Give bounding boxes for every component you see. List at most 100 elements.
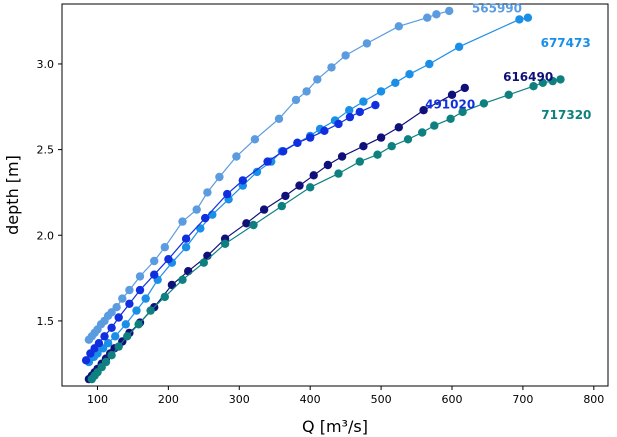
y-axis-label: depth [m] <box>3 155 22 235</box>
data-point <box>192 205 201 214</box>
data-point <box>425 59 434 69</box>
x-tick-label: 800 <box>583 393 604 406</box>
data-point <box>203 188 212 197</box>
data-point <box>394 22 403 31</box>
series-565990 <box>84 6 454 344</box>
series-491020 <box>81 100 380 365</box>
data-point <box>107 323 116 332</box>
data-point <box>114 313 123 322</box>
data-point <box>199 258 208 267</box>
data-point <box>345 112 355 122</box>
data-point <box>460 83 469 93</box>
data-point <box>141 294 150 303</box>
data-point <box>101 357 111 367</box>
series-line <box>88 87 466 380</box>
data-point <box>135 285 145 295</box>
data-point <box>111 332 120 341</box>
data-point <box>337 152 347 161</box>
data-point <box>249 220 258 230</box>
series-label: 616490 <box>503 70 553 84</box>
data-point <box>103 339 113 348</box>
data-point <box>419 106 428 115</box>
data-point <box>121 320 130 329</box>
data-point <box>123 332 132 341</box>
data-point <box>134 320 143 329</box>
data-point <box>263 157 272 166</box>
x-tick-label: 400 <box>300 393 321 406</box>
y-tick-label: 3.0 <box>37 58 55 71</box>
data-point <box>306 183 315 192</box>
data-point <box>132 306 141 315</box>
data-point <box>454 42 464 51</box>
data-point <box>238 176 247 185</box>
data-point <box>252 167 262 177</box>
data-point <box>403 135 413 144</box>
data-point <box>274 114 284 124</box>
data-point <box>220 239 230 248</box>
data-point <box>114 342 123 351</box>
ticks-layer: 100 200 300 400 500 600 700 800 1.5 2.0 2.5 3.0 <box>37 58 605 406</box>
data-point <box>458 107 467 117</box>
data-point <box>320 126 329 135</box>
data-point <box>160 292 169 302</box>
data-point <box>118 294 127 303</box>
data-point <box>446 114 455 124</box>
series-labels-layer: 565990 677473 616490 491020 717320 <box>425 2 591 122</box>
x-tick-label: 300 <box>229 393 250 406</box>
data-point <box>201 213 210 223</box>
data-point <box>430 121 439 130</box>
data-point <box>334 169 343 178</box>
data-point <box>291 95 301 105</box>
x-tick-label: 600 <box>442 393 463 406</box>
data-point <box>504 90 513 100</box>
data-point <box>302 87 311 96</box>
data-point <box>178 217 187 226</box>
data-point <box>223 189 232 199</box>
data-point <box>355 157 364 166</box>
data-point <box>432 10 441 19</box>
data-point <box>405 70 414 79</box>
y-tick-label: 2.0 <box>37 229 55 242</box>
y-tick-label: 2.5 <box>37 144 55 157</box>
data-point <box>196 224 205 233</box>
data-point <box>81 356 91 365</box>
data-point <box>387 142 396 151</box>
data-point <box>181 243 191 252</box>
series-717320 <box>87 75 565 384</box>
x-tick-label: 200 <box>158 393 179 406</box>
data-point <box>447 90 457 100</box>
data-point <box>150 270 159 279</box>
data-point <box>279 147 288 156</box>
data-point <box>232 152 241 161</box>
data-point <box>548 76 557 86</box>
series-677473 <box>84 13 533 367</box>
data-point <box>100 332 109 341</box>
data-point <box>359 97 368 106</box>
data-point <box>181 234 191 243</box>
data-point <box>107 351 116 360</box>
series-label: 491020 <box>425 98 475 112</box>
data-point <box>373 150 382 159</box>
data-point <box>376 87 386 96</box>
data-point <box>178 275 187 284</box>
data-point <box>242 219 251 228</box>
data-point <box>538 78 547 88</box>
data-point <box>94 339 104 348</box>
data-point <box>306 133 315 142</box>
data-point <box>164 255 173 264</box>
data-point <box>135 272 145 281</box>
y-tick-label: 1.5 <box>37 315 55 328</box>
data-point <box>259 205 269 214</box>
data-point <box>281 191 290 201</box>
data-point <box>556 75 565 84</box>
plot-frame <box>61 3 609 387</box>
series-layer <box>81 6 565 384</box>
data-point <box>327 63 336 72</box>
data-point <box>215 172 224 182</box>
data-point <box>295 181 304 190</box>
x-tick-label: 500 <box>371 393 392 406</box>
data-point <box>323 160 333 170</box>
series-label: 677473 <box>541 36 591 50</box>
series-label: 565990 <box>472 2 522 16</box>
